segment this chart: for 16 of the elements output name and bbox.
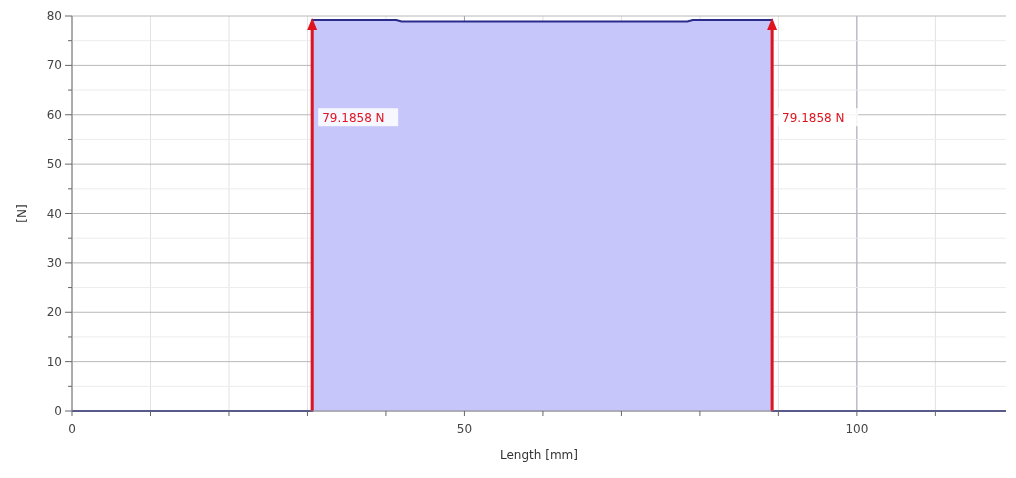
- y-tick-label: 50: [46, 157, 62, 172]
- ref-line-label: 79.1858 N: [322, 111, 385, 126]
- y-tick-label: 70: [46, 58, 62, 73]
- y-tick-label: 40: [46, 206, 62, 221]
- y-tick-label: 20: [46, 305, 62, 320]
- y-axis-title: [N]: [15, 204, 29, 223]
- y-tick-label: 80: [46, 9, 62, 23]
- ref-line-label: 79.1858 N: [782, 111, 845, 126]
- y-tick-label: 10: [46, 354, 62, 369]
- y-tick-label: 0: [54, 404, 62, 418]
- y-tick-label: 60: [46, 107, 62, 122]
- y-tick-label: 30: [46, 255, 62, 270]
- x-axis-title: Length [mm]: [500, 448, 578, 462]
- x-tick-label: 100: [845, 422, 869, 436]
- x-tick-label: 0: [68, 422, 76, 436]
- x-tick-label: 50: [456, 422, 473, 436]
